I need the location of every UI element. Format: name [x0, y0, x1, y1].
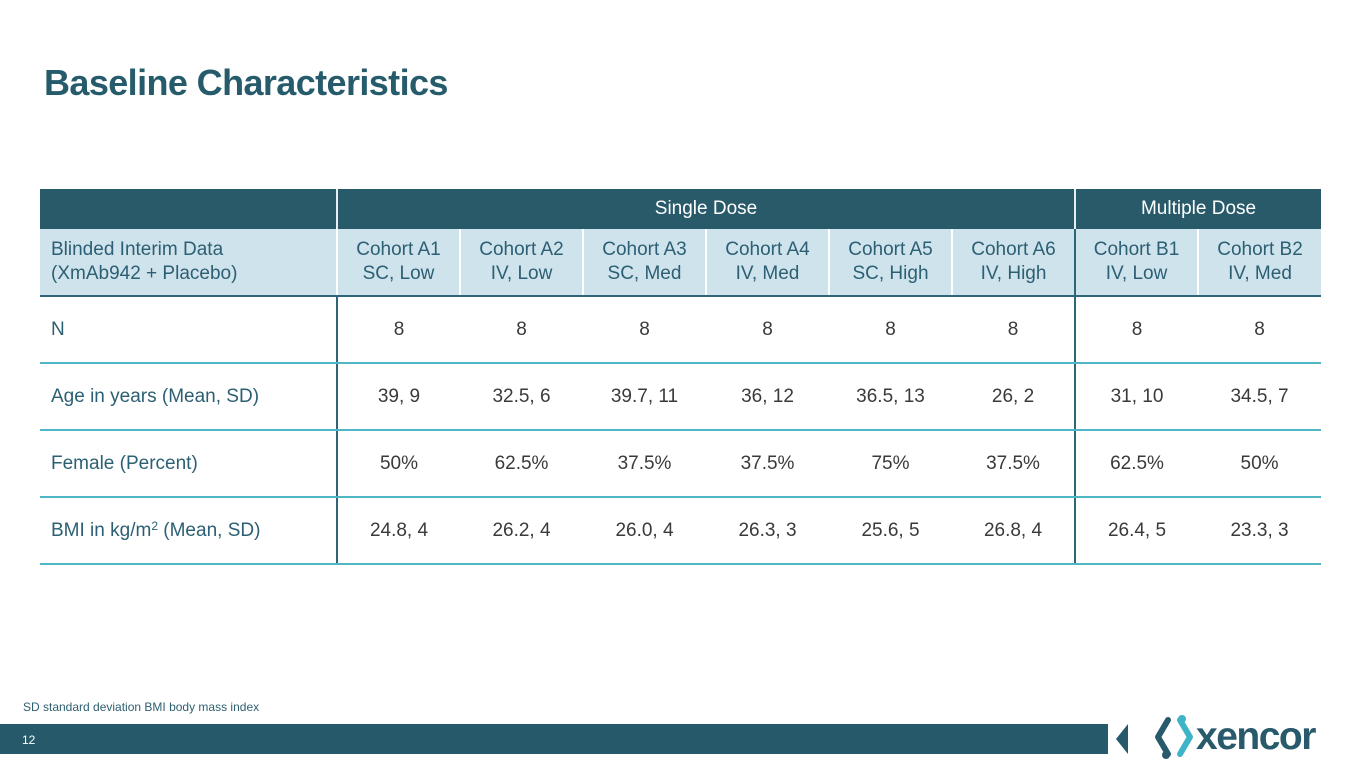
table-row-n: N 8 8 8 8 8 8 8 8	[40, 296, 1322, 364]
footer-bar	[0, 724, 1128, 754]
row-label-prefix: BMI in kg/m	[51, 520, 152, 541]
xencor-mark-icon	[1155, 715, 1193, 759]
table-cell: 26.2, 4	[460, 497, 583, 565]
table-cell: 26.4, 5	[1075, 497, 1199, 565]
table-cell: 36, 12	[706, 363, 829, 431]
table-cell: 50%	[1198, 430, 1322, 498]
column-detail: IV, Med	[1228, 263, 1292, 284]
table-cell: 32.5, 6	[460, 363, 583, 431]
row-label: N	[40, 296, 338, 364]
table-cell: 26, 2	[952, 363, 1077, 431]
table-cell: 37.5%	[706, 430, 829, 498]
table-cell: 8	[583, 296, 706, 364]
table-cell: 31, 10	[1075, 363, 1199, 431]
logo-wordmark: xencor	[1196, 715, 1316, 758]
column-header-a2: Cohort A2 IV, Low	[460, 229, 584, 297]
table-cell: 8	[460, 296, 583, 364]
table-cell: 8	[706, 296, 829, 364]
table-cell: 26.8, 4	[952, 497, 1077, 565]
column-name: Cohort B2	[1217, 239, 1303, 260]
single-dose-header: Single Dose	[337, 189, 1077, 229]
corner-label-line1: Blinded Interim Data	[51, 239, 224, 260]
column-header-a1: Cohort A1 SC, Low	[337, 229, 461, 297]
table-cell: 23.3, 3	[1198, 497, 1322, 565]
column-header-b2: Cohort B2 IV, Med	[1198, 229, 1322, 297]
table-cell: 62.5%	[1075, 430, 1199, 498]
column-detail: IV, Low	[490, 263, 553, 284]
column-detail: IV, High	[980, 263, 1047, 284]
row-label-superscript: 2	[151, 519, 158, 533]
page-number: 12	[22, 733, 36, 747]
column-name: Cohort A1	[356, 239, 441, 260]
table-cell: 24.8, 4	[337, 497, 460, 565]
cohort-header-row: Blinded Interim Data (XmAb942 + Placebo)…	[40, 229, 1322, 297]
table-cell: 75%	[829, 430, 952, 498]
group-header-row: Single Dose Multiple Dose	[40, 189, 1322, 229]
row-label-suffix: (Mean, SD)	[158, 520, 261, 541]
column-detail: IV, Med	[735, 263, 800, 284]
table-row-bmi: BMI in kg/m2 (Mean, SD) 24.8, 4 26.2, 4 …	[40, 497, 1322, 565]
table-cell: 25.6, 5	[829, 497, 952, 565]
table-cell: 34.5, 7	[1198, 363, 1322, 431]
column-name: Cohort A6	[971, 239, 1056, 260]
row-label: Age in years (Mean, SD)	[40, 363, 338, 431]
column-header-b1: Cohort B1 IV, Low	[1075, 229, 1200, 297]
baseline-characteristics-table: Single Dose Multiple Dose Blinded Interi…	[40, 189, 1322, 565]
corner-label-line2: (XmAb942 + Placebo)	[51, 263, 238, 284]
column-name: Cohort B1	[1093, 239, 1180, 260]
column-detail: IV, Low	[1105, 263, 1168, 284]
table-cell: 8	[1198, 296, 1322, 364]
table-cell: 50%	[337, 430, 460, 498]
table-cell: 26.3, 3	[706, 497, 829, 565]
column-header-a6: Cohort A6 IV, High	[952, 229, 1077, 297]
table-cell: 26.0, 4	[583, 497, 706, 565]
table-cell: 8	[337, 296, 460, 364]
company-logo: xencor	[1154, 714, 1316, 760]
column-name: Cohort A4	[725, 239, 810, 260]
row-label: BMI in kg/m2 (Mean, SD)	[40, 497, 338, 565]
table-cell: 8	[1075, 296, 1199, 364]
group-header-blank	[40, 189, 338, 229]
table-cell: 39.7, 11	[583, 363, 706, 431]
table-row-age: Age in years (Mean, SD) 39, 9 32.5, 6 39…	[40, 363, 1322, 431]
table-cell: 36.5, 13	[829, 363, 952, 431]
column-header-a4: Cohort A4 IV, Med	[706, 229, 830, 297]
column-name: Cohort A3	[602, 239, 687, 260]
table-cell: 8	[952, 296, 1077, 364]
column-detail: SC, Med	[607, 263, 682, 284]
table-cell: 62.5%	[460, 430, 583, 498]
column-detail: SC, Low	[362, 263, 435, 284]
corner-label: Blinded Interim Data (XmAb942 + Placebo)	[40, 229, 338, 297]
row-label: Female (Percent)	[40, 430, 338, 498]
table-cell: 37.5%	[583, 430, 706, 498]
column-header-a3: Cohort A3 SC, Med	[583, 229, 707, 297]
multiple-dose-header: Multiple Dose	[1075, 189, 1322, 229]
column-name: Cohort A5	[848, 239, 933, 260]
column-name: Cohort A2	[479, 239, 564, 260]
page-title: Baseline Characteristics	[44, 62, 448, 103]
footnote: SD standard deviation BMI body mass inde…	[23, 700, 260, 714]
table-cell: 37.5%	[952, 430, 1077, 498]
footer-chevron-icon	[1108, 724, 1128, 754]
table-cell: 8	[829, 296, 952, 364]
column-header-a5: Cohort A5 SC, High	[829, 229, 953, 297]
column-detail: SC, High	[852, 263, 929, 284]
table-cell: 39, 9	[337, 363, 460, 431]
table-row-female: Female (Percent) 50% 62.5% 37.5% 37.5% 7…	[40, 430, 1322, 498]
